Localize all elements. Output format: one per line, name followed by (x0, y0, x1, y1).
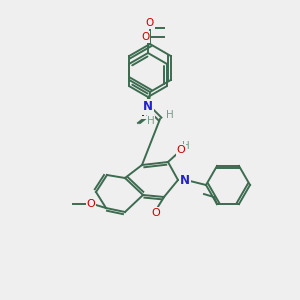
Text: O: O (141, 32, 149, 42)
Text: O: O (177, 145, 185, 155)
Text: H: H (166, 110, 174, 120)
Text: H: H (147, 116, 155, 126)
Text: O: O (146, 18, 154, 28)
Text: N: N (180, 173, 190, 187)
Text: O: O (152, 208, 160, 218)
Text: N: N (143, 100, 153, 113)
Text: H: H (182, 141, 190, 151)
Text: O: O (87, 199, 95, 209)
Text: N: N (141, 108, 151, 118)
